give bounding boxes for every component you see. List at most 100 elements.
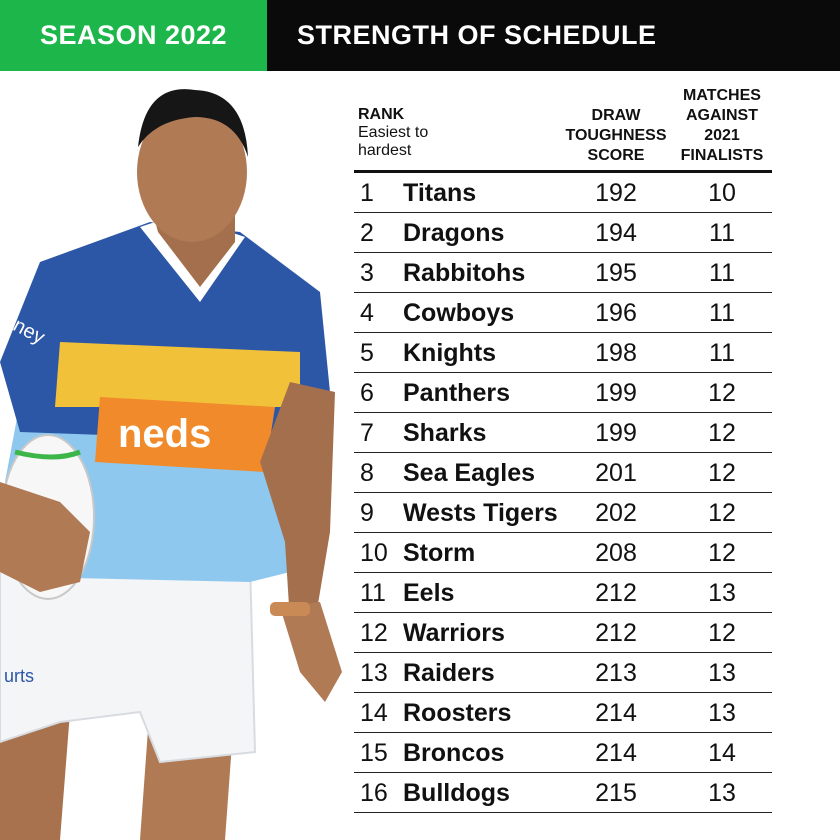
row-team: Panthers <box>403 379 510 407</box>
table-row: 8 Sea Eagles 201 12 <box>354 453 772 493</box>
row-score: 215 <box>595 779 637 807</box>
jersey-orange-panel <box>95 397 275 472</box>
row-score: 199 <box>595 379 637 407</box>
matches-header-line: MATCHES <box>683 87 761 104</box>
table-row: 9 Wests Tigers 202 12 <box>354 493 772 533</box>
score-header: DRAW TOUGHNESS SCORE <box>559 106 673 166</box>
row-team: Cowboys <box>403 299 515 327</box>
player-arm-right <box>260 382 335 622</box>
row-matches: 10 <box>708 179 736 207</box>
player-leg-left <box>0 712 70 840</box>
row-rank: 10 <box>360 539 388 567</box>
matches-header-line: FINALISTS <box>680 147 764 164</box>
season-banner: SEASON 2022 <box>0 0 267 71</box>
row-score: 213 <box>595 659 637 687</box>
row-rank: 6 <box>360 379 374 407</box>
season-label: SEASON 2022 <box>39 20 228 50</box>
table-row: 12 Warriors 212 12 <box>354 613 772 653</box>
row-matches: 12 <box>708 379 736 407</box>
row-team: Sharks <box>403 419 487 447</box>
row-score: 192 <box>595 179 637 207</box>
row-rank: 4 <box>360 299 374 327</box>
row-rank: 12 <box>360 619 388 647</box>
row-rank: 7 <box>360 419 374 447</box>
row-matches: 12 <box>708 619 736 647</box>
row-rank: 5 <box>360 339 374 367</box>
row-matches: 13 <box>708 579 736 607</box>
row-rank: 15 <box>360 739 388 767</box>
row-matches: 11 <box>709 339 735 367</box>
row-rank: 2 <box>360 219 374 247</box>
row-rank: 8 <box>360 459 374 487</box>
row-matches: 12 <box>708 459 736 487</box>
wristband <box>270 602 310 616</box>
row-matches: 11 <box>709 219 735 247</box>
row-rank: 11 <box>360 579 386 607</box>
matches-header-line: 2021 <box>704 127 740 144</box>
row-team: Knights <box>403 339 497 367</box>
schedule-table: RANK Easiest to hardest DRAW TOUGHNESS S… <box>354 80 772 813</box>
title-banner: STRENGTH OF SCHEDULE <box>267 0 840 71</box>
player-photo: urts neds oney <box>0 89 342 840</box>
row-matches: 13 <box>708 659 736 687</box>
row-team: Wests Tigers <box>403 499 558 527</box>
table-row: 14 Roosters 214 13 <box>354 693 772 733</box>
row-team: Broncos <box>403 739 505 767</box>
row-score: 212 <box>595 619 637 647</box>
table-row: 16 Bulldogs 215 13 <box>354 773 772 813</box>
row-team: Roosters <box>403 699 512 727</box>
table-row: 4 Cowboys 196 11 <box>354 293 772 333</box>
row-score: 212 <box>595 579 637 607</box>
row-team: Eels <box>403 579 455 607</box>
row-team: Titans <box>403 179 477 207</box>
row-score: 199 <box>595 419 637 447</box>
row-team: Bulldogs <box>403 779 510 807</box>
rank-header: RANK Easiest to hardest <box>358 106 428 160</box>
score-header-line: DRAW <box>591 107 641 124</box>
table-row: 15 Broncos 214 14 <box>354 733 772 773</box>
row-team: Rabbitohs <box>403 259 526 287</box>
row-matches: 12 <box>708 499 736 527</box>
row-matches: 13 <box>708 699 736 727</box>
row-matches: 13 <box>708 779 736 807</box>
page-title: STRENGTH OF SCHEDULE <box>297 20 657 50</box>
table-header: RANK Easiest to hardest DRAW TOUGHNESS S… <box>354 80 772 173</box>
row-team: Dragons <box>403 219 505 247</box>
table-row: 7 Sharks 199 12 <box>354 413 772 453</box>
row-team: Raiders <box>403 659 495 687</box>
row-rank: 14 <box>360 699 388 727</box>
score-header-line: TOUGHNESS <box>565 127 667 144</box>
row-team: Sea Eagles <box>403 459 536 487</box>
row-matches: 12 <box>708 539 736 567</box>
matches-header: MATCHES AGAINST 2021 FINALISTS <box>671 86 773 166</box>
row-score: 194 <box>595 219 637 247</box>
row-score: 195 <box>595 259 637 287</box>
table-row: 13 Raiders 213 13 <box>354 653 772 693</box>
table-row: 10 Storm 208 12 <box>354 533 772 573</box>
table-row: 1 Titans 192 10 <box>354 173 772 213</box>
row-rank: 16 <box>360 779 388 807</box>
row-matches: 12 <box>708 419 736 447</box>
row-score: 214 <box>595 699 637 727</box>
matches-header-line: AGAINST <box>686 107 758 124</box>
row-score: 198 <box>595 339 637 367</box>
player-hand-right <box>280 602 342 702</box>
table-row: 3 Rabbitohs 195 11 <box>354 253 772 293</box>
row-matches: 11 <box>709 299 735 327</box>
row-team: Warriors <box>403 619 505 647</box>
shorts-text: urts <box>4 666 34 686</box>
row-matches: 11 <box>709 259 735 287</box>
row-score: 208 <box>595 539 637 567</box>
row-rank: 13 <box>360 659 388 687</box>
row-team: Storm <box>403 539 476 567</box>
row-rank: 1 <box>360 179 374 207</box>
jersey-sponsor: neds <box>118 412 211 456</box>
table-row: 5 Knights 198 11 <box>354 333 772 373</box>
rank-header-sub1: Easiest to <box>358 124 429 141</box>
row-rank: 3 <box>360 259 374 287</box>
player-head <box>137 102 247 242</box>
table-row: 6 Panthers 199 12 <box>354 373 772 413</box>
row-score: 202 <box>595 499 637 527</box>
table-row: 11 Eels 212 13 <box>354 573 772 613</box>
row-matches: 14 <box>708 739 736 767</box>
